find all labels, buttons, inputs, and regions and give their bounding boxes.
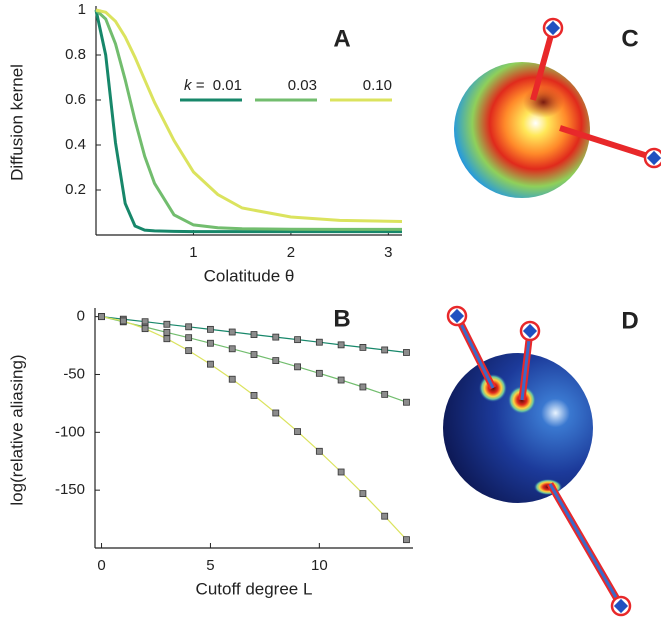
y-axis-label: Diffusion kernel [7, 64, 26, 181]
panel-label: B [333, 305, 350, 332]
x-tick-label: 10 [311, 557, 328, 574]
panel-label: A [333, 25, 350, 52]
y-tick-label: 0 [77, 308, 85, 325]
marker [98, 313, 105, 321]
panel-label: C [621, 25, 638, 52]
marker [337, 341, 345, 349]
x-tick-label: 3 [384, 244, 392, 261]
y-tick-label: -100 [55, 423, 85, 440]
marker [250, 392, 258, 399]
marker [381, 512, 389, 520]
sphere-c [454, 17, 661, 198]
legend-label: 0.01 [213, 77, 242, 94]
marker [185, 323, 193, 331]
marker [315, 338, 323, 346]
marker [381, 390, 389, 398]
marker [185, 347, 193, 355]
marker [381, 346, 389, 354]
series-line [95, 8, 403, 223]
marker [359, 490, 367, 498]
marker [207, 325, 214, 333]
marker [294, 336, 301, 344]
x-axis-label: Cutoff degree L [196, 579, 313, 598]
marker [337, 468, 345, 476]
panel-label: D [621, 307, 638, 334]
marker [272, 333, 280, 341]
y-axis-label: log(relative aliasing) [7, 354, 26, 505]
y-tick-label: 0.2 [65, 181, 86, 198]
marker [294, 428, 301, 436]
marker [403, 536, 410, 544]
marker [185, 334, 193, 342]
marker [163, 328, 171, 336]
marker [228, 328, 236, 336]
y-tick-label: -150 [55, 481, 85, 498]
marker [141, 325, 149, 333]
marker [359, 343, 367, 351]
marker [315, 369, 323, 377]
sphere-d [443, 305, 632, 617]
marker [315, 447, 323, 455]
y-tick-label: 0.6 [65, 91, 86, 108]
legend-label: 0.03 [288, 77, 317, 94]
series-line [94, 9, 402, 234]
marker [250, 351, 258, 358]
y-tick-label: 0.8 [65, 46, 86, 63]
x-tick-label: 0 [97, 557, 105, 574]
marker [403, 398, 410, 406]
marker [250, 331, 258, 338]
marker [403, 349, 410, 356]
marker [207, 339, 214, 347]
x-tick-label: 2 [287, 244, 295, 261]
y-tick-label: 0.4 [65, 136, 86, 153]
marker [207, 360, 214, 368]
marker [272, 409, 280, 417]
marker [163, 335, 171, 343]
marker [119, 317, 127, 325]
legend-title: k = [184, 77, 205, 94]
marker [337, 376, 345, 384]
marker [359, 383, 367, 391]
x-tick-label: 1 [189, 244, 197, 261]
marker [228, 345, 236, 353]
marker [228, 375, 236, 383]
y-tick-label: 1 [78, 1, 86, 18]
marker [163, 320, 171, 328]
marker [294, 363, 301, 371]
series-line [94, 8, 402, 231]
x-axis-label: Colatitude θ [204, 266, 295, 285]
legend-label: 0.10 [363, 77, 392, 94]
x-tick-label: 5 [206, 557, 214, 574]
marker [272, 357, 280, 364]
y-tick-label: -50 [63, 365, 85, 382]
